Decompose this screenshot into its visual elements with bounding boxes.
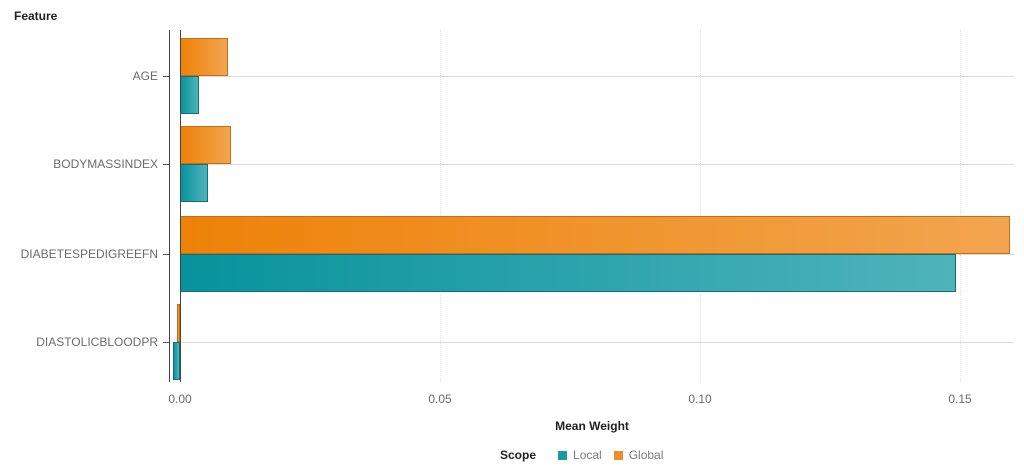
- bar-local-diastolicbloodpr[interactable]: [172, 342, 180, 380]
- x-axis-title: Mean Weight: [555, 419, 629, 433]
- x-tick-label: 0.10: [688, 392, 712, 406]
- legend-swatch-local: [558, 450, 568, 460]
- y-tick: [163, 164, 169, 165]
- gridline-x-0.10: [700, 30, 701, 382]
- category-label-diabetespedigreefn: DIABETESPEDIGREEFN: [20, 247, 158, 261]
- gridline-x-0.05: [440, 30, 441, 382]
- x-tick-label: 0.05: [428, 392, 452, 406]
- legend-label-global: Global: [628, 448, 664, 462]
- y-axis-title: Feature: [14, 9, 58, 23]
- category-label-age: AGE: [132, 69, 158, 83]
- bar-global-age[interactable]: [180, 38, 228, 76]
- legend-item-global[interactable]: Global: [613, 448, 664, 462]
- bar-global-diastolicbloodpr[interactable]: [176, 304, 180, 342]
- y-axis-line: [169, 30, 170, 382]
- legend-title: Scope: [500, 448, 537, 462]
- gridline-y-bodymassindex: [180, 164, 1014, 165]
- bar-local-bodymassindex[interactable]: [180, 164, 208, 202]
- legend-label-local: Local: [573, 448, 602, 462]
- bar-global-diabetespedigreefn[interactable]: [180, 216, 1010, 254]
- gridline-x-0.15: [960, 30, 961, 382]
- y-tick: [163, 342, 169, 343]
- y-tick: [163, 76, 169, 77]
- y-axis-labels: AGE BODYMASSINDEX DIABETESPEDIGREEFN DIA…: [0, 0, 158, 472]
- legend: Scope Local Global: [500, 448, 675, 462]
- zero-line: [180, 30, 181, 382]
- x-tick-label: 0.00: [168, 392, 192, 406]
- gridline-y-diastolicbloodpr: [180, 342, 1014, 343]
- category-label-diastolicbloodpr: DIASTOLICBLOODPR: [36, 335, 158, 349]
- bar-global-bodymassindex[interactable]: [180, 126, 231, 164]
- bar-local-diabetespedigreefn[interactable]: [180, 254, 957, 292]
- category-label-bodymassindex: BODYMASSINDEX: [53, 157, 158, 171]
- y-tick: [163, 254, 169, 255]
- bar-local-age[interactable]: [180, 76, 200, 114]
- legend-swatch-global: [613, 450, 623, 460]
- gridline-y-age: [180, 76, 1014, 77]
- x-tick-label: 0.15: [948, 392, 972, 406]
- legend-item-local[interactable]: Local: [558, 448, 602, 462]
